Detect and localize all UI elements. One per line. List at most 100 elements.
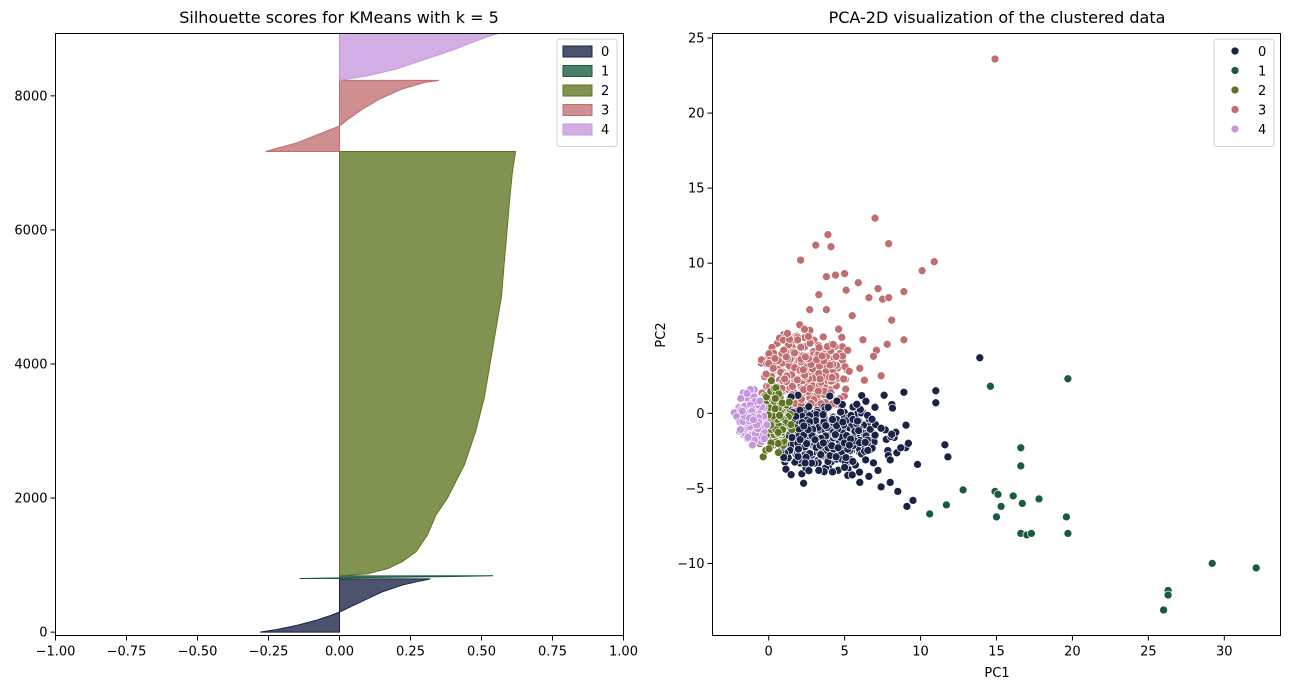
- pca-point-cluster-3: [822, 305, 831, 315]
- pca-point-cluster-3: [814, 290, 824, 300]
- pca-point-cluster-0: [885, 455, 895, 465]
- pca-point-cluster-0: [854, 426, 863, 435]
- pca-point-cluster-0: [810, 435, 820, 445]
- pca-point-cluster-4: [762, 420, 772, 430]
- pca-point-cluster-1: [1251, 563, 1261, 573]
- pca-point-cluster-3: [796, 342, 806, 352]
- pca-point-cluster-1: [996, 502, 1006, 511]
- silhouette-y-tick-label: 0: [39, 626, 47, 641]
- pca-point-cluster-0: [825, 391, 835, 401]
- pca-point-cluster-3: [800, 324, 809, 334]
- pca-point-cluster-0: [848, 457, 858, 466]
- pca-point-cluster-0: [860, 438, 870, 447]
- pca-point-cluster-3: [768, 363, 778, 373]
- pca-point-cluster-2: [784, 397, 794, 407]
- pca-x-tick-label: 5: [840, 645, 848, 660]
- pca-y-tick-label: 0: [696, 407, 704, 422]
- pca-point-cluster-1: [958, 485, 968, 495]
- silhouette-legend-swatch: [562, 45, 593, 58]
- pca-point-cluster-3: [788, 382, 797, 391]
- pca-x-tick-label: 10: [912, 645, 929, 660]
- pca-point-cluster-2: [774, 448, 783, 457]
- silhouette-y-tick-label: 2000: [14, 492, 47, 507]
- pca-point-cluster-3: [831, 270, 840, 280]
- pca-y-tick-label: −10: [677, 557, 704, 572]
- pca-point-cluster-0: [841, 453, 851, 462]
- pca-point-cluster-1: [1017, 499, 1027, 508]
- pca-point-cluster-2: [773, 439, 783, 448]
- pca-point-cluster-0: [816, 450, 826, 459]
- pca-legend-label: 2: [1258, 84, 1266, 99]
- pca-point-cluster-0: [869, 458, 878, 468]
- pca-point-cluster-2: [773, 427, 783, 437]
- pca-point-cluster-3: [887, 315, 897, 325]
- pca-point-cluster-3: [873, 284, 883, 294]
- pca-point-cluster-0: [896, 443, 906, 453]
- pca-point-cluster-0: [899, 387, 909, 397]
- pca-point-cluster-3: [844, 366, 854, 376]
- pca-point-cluster-4: [759, 434, 769, 444]
- pca-point-cluster-4: [748, 440, 757, 450]
- pca-point-cluster-3: [990, 54, 1000, 64]
- pca-point-cluster-0: [870, 430, 880, 440]
- pca-point-cluster-3: [843, 345, 853, 355]
- silhouette-legend-label: 1: [601, 65, 609, 80]
- pca-point-cluster-3: [884, 239, 894, 249]
- pca-point-cluster-3: [805, 305, 815, 315]
- silhouette-y-ticks: 0 2000 4000 6000 8000: [14, 89, 56, 641]
- pca-point-cluster-0: [870, 402, 880, 412]
- pca-point-cluster-0: [913, 460, 922, 469]
- pca-y-label: PC2: [654, 322, 669, 347]
- pca-point-cluster-0: [836, 407, 845, 417]
- pca-point-cluster-3: [864, 293, 874, 303]
- pca-point-cluster-0: [853, 416, 862, 426]
- pca-point-cluster-3: [860, 375, 869, 385]
- pca-point-cluster-3: [818, 332, 828, 342]
- pca-point-cluster-0: [861, 455, 871, 465]
- pca-points: [729, 54, 1261, 615]
- pca-point-cluster-3: [837, 332, 847, 342]
- pca-point-cluster-3: [781, 352, 791, 362]
- pca-point-cluster-1: [992, 512, 1001, 522]
- pca-point-cluster-0: [794, 444, 803, 454]
- pca-point-cluster-3: [827, 373, 837, 382]
- pca-legend-marker: [1230, 66, 1240, 75]
- silhouette-legend: 0 1 2 3 4: [556, 38, 618, 147]
- pca-point-cluster-0: [804, 466, 814, 476]
- pca-point-cluster-0: [855, 467, 864, 477]
- silhouette-area-cluster-2: [339, 150, 517, 577]
- pca-point-cluster-2: [775, 411, 784, 420]
- pca-point-cluster-1: [1062, 512, 1071, 522]
- silhouette-x-tick-label: 0.00: [325, 645, 354, 660]
- pca-point-cluster-3: [847, 311, 857, 321]
- pca-y-tick-label: 10: [688, 257, 705, 272]
- pca-x-tick-label: 0: [765, 645, 773, 660]
- silhouette-legend-label: 3: [601, 104, 609, 119]
- pca-point-cluster-3: [814, 343, 824, 353]
- pca-point-cluster-3: [811, 240, 821, 250]
- pca-point-cluster-1: [925, 509, 935, 519]
- silhouette-legend-swatch: [562, 84, 593, 97]
- pca-y-tick-label: 25: [688, 32, 705, 47]
- silhouette-x-tick-label: −1.00: [36, 645, 76, 660]
- pca-point-cluster-4: [737, 406, 747, 416]
- pca-point-cluster-3: [869, 351, 878, 361]
- pca-point-cluster-1: [1008, 491, 1018, 501]
- pca-point-cluster-0: [786, 470, 796, 480]
- pca-legend-box: [1213, 38, 1275, 147]
- pca-point-cluster-1: [986, 381, 995, 391]
- pca-point-cluster-3: [793, 335, 803, 345]
- pca-point-cluster-4: [736, 394, 746, 403]
- pca-point-cluster-0: [847, 470, 857, 480]
- pca-point-cluster-0: [873, 466, 883, 475]
- pca-point-cluster-3: [831, 352, 841, 361]
- pca-point-cluster-0: [902, 502, 912, 511]
- silhouette-area-cluster-3: [265, 79, 439, 152]
- pca-point-cluster-0: [818, 438, 828, 448]
- pca-y-tick-label: 20: [688, 107, 705, 122]
- pca-point-cluster-0: [821, 421, 831, 431]
- pca-point-cluster-1: [1063, 374, 1073, 384]
- pca-point-cluster-3: [841, 384, 851, 394]
- pca-point-cluster-0: [795, 435, 805, 445]
